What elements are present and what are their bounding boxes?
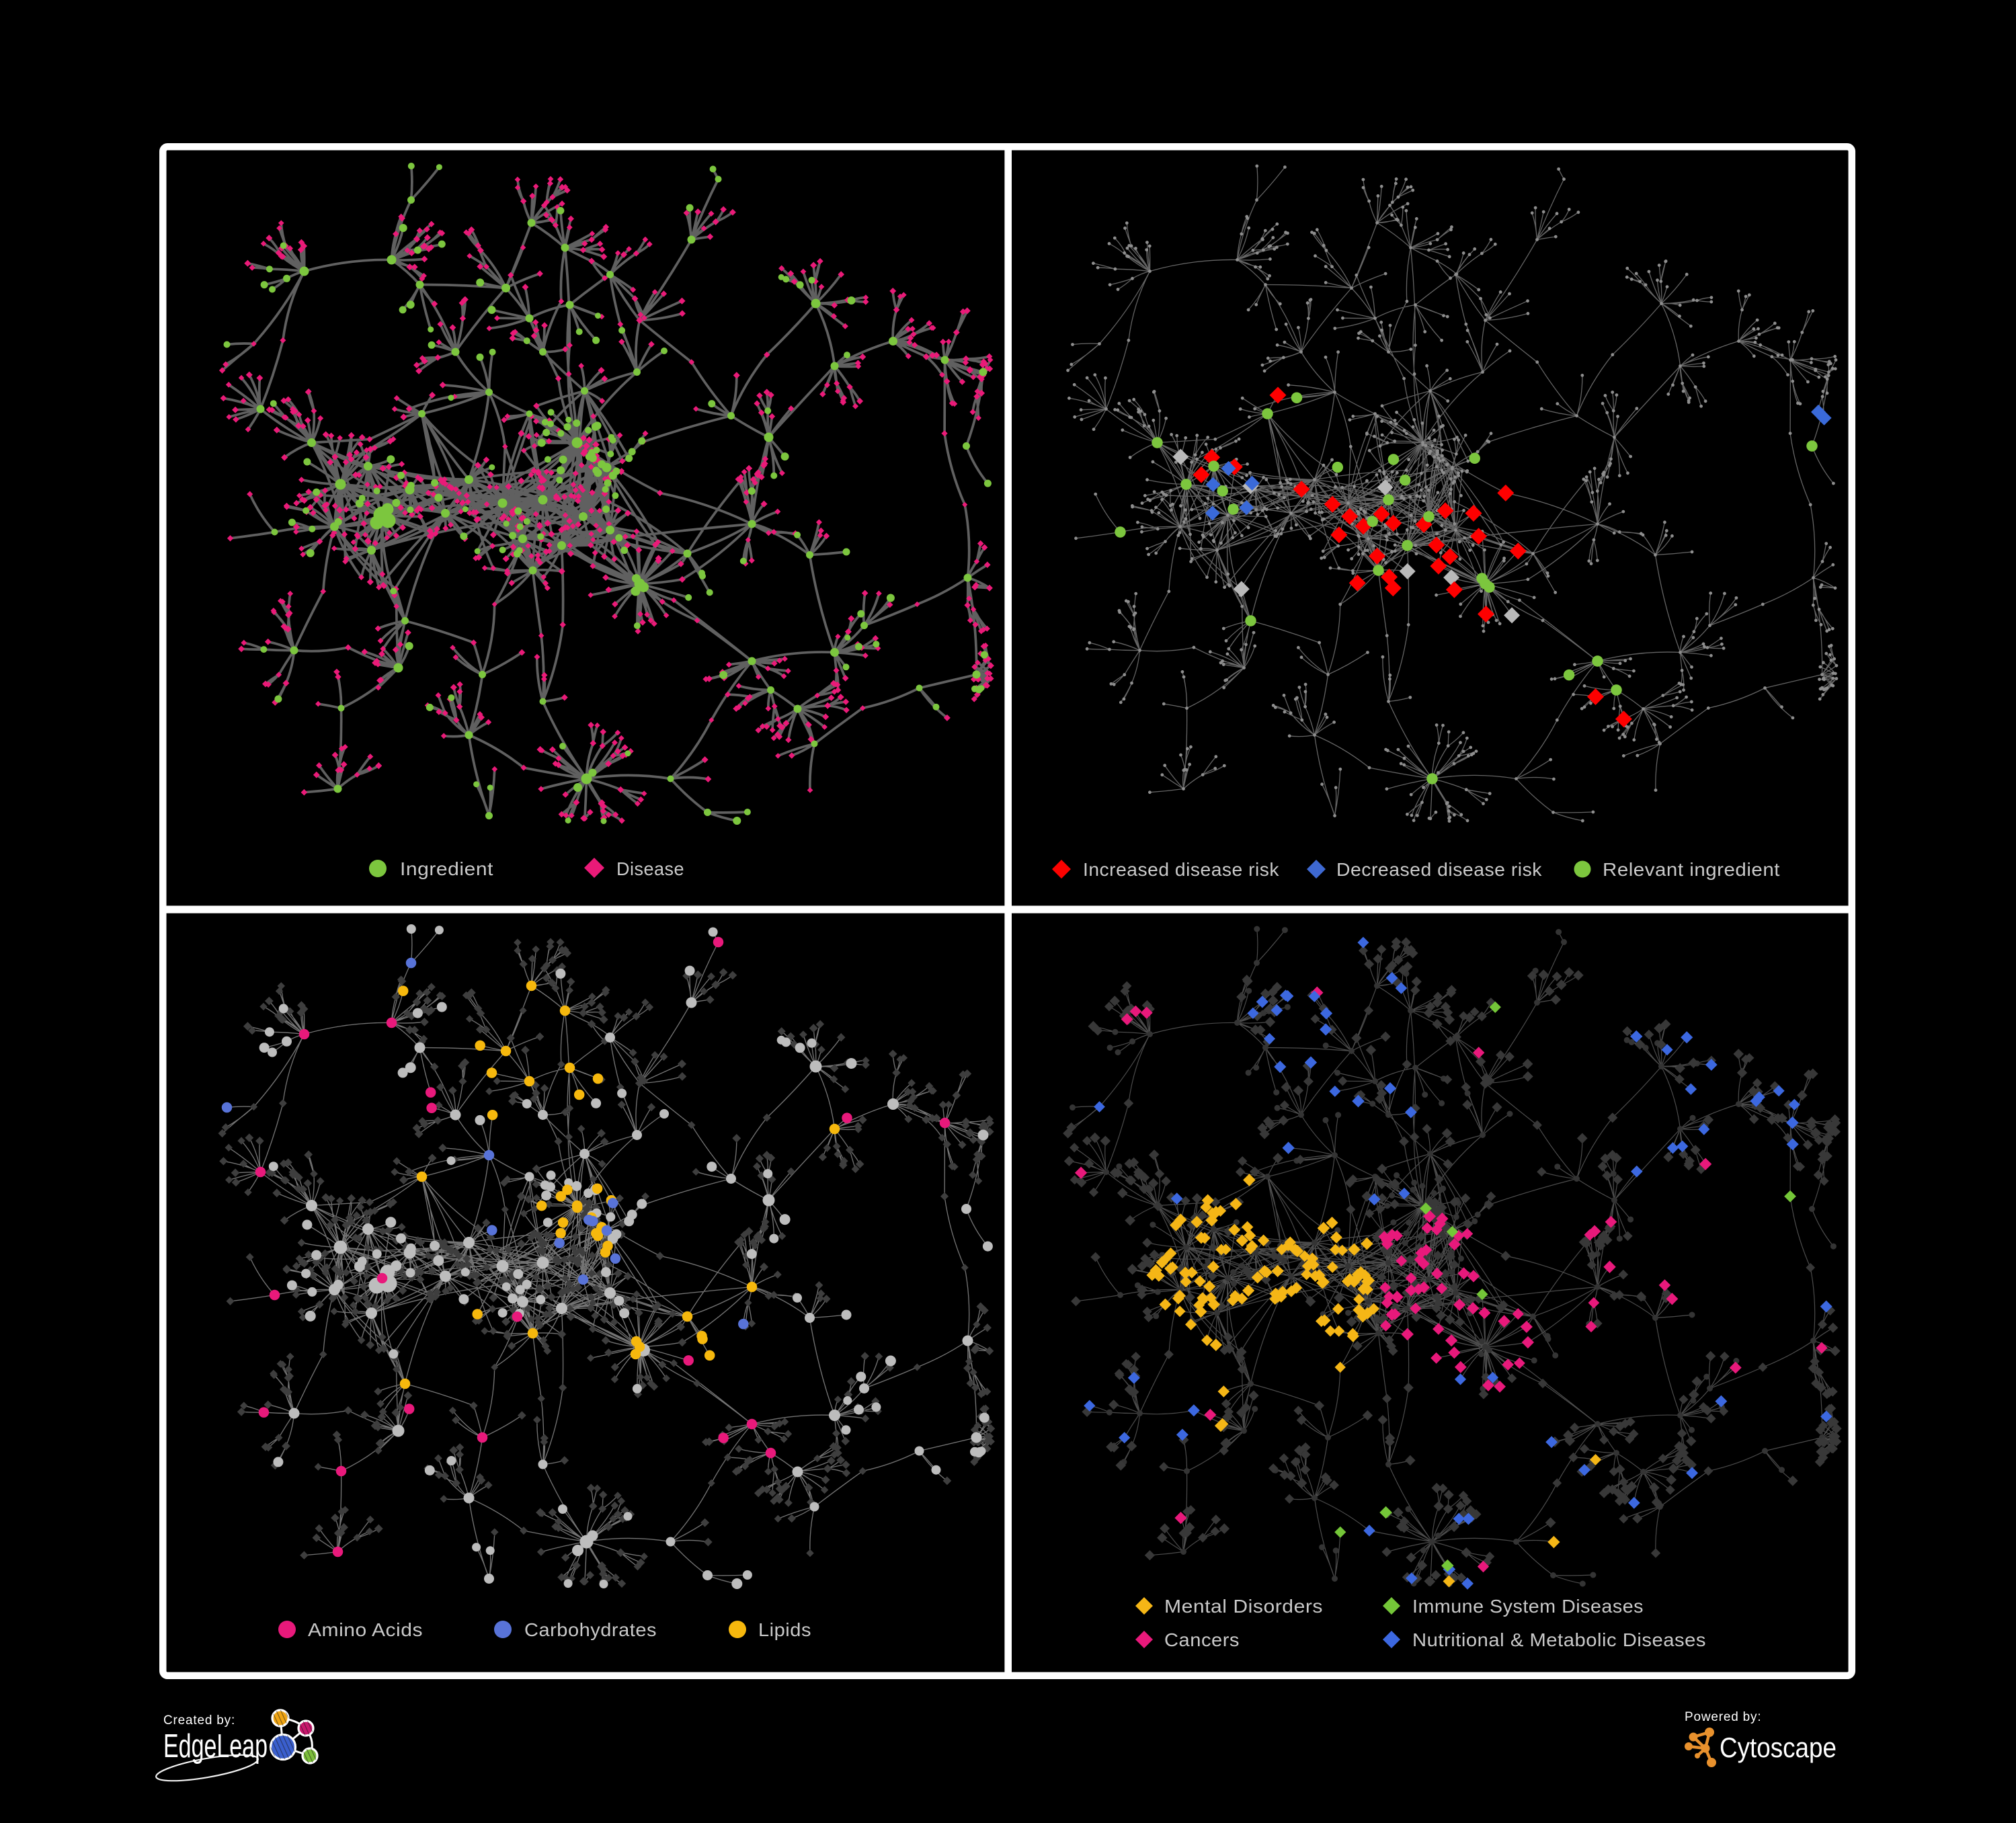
svg-text:EdgeLeap: EdgeLeap <box>163 1728 268 1765</box>
svg-text:Mental Disorders: Mental Disorders <box>1164 1596 1323 1617</box>
svg-text:Immune System Diseases: Immune System Diseases <box>1412 1596 1644 1617</box>
svg-text:Relevant ingredient: Relevant ingredient <box>1603 859 1780 880</box>
svg-text:Increased disease risk: Increased disease risk <box>1083 859 1280 880</box>
svg-text:Lipids: Lipids <box>758 1619 811 1640</box>
svg-text:Disease: Disease <box>616 858 684 879</box>
svg-text:Cancers: Cancers <box>1164 1629 1240 1650</box>
svg-text:Nutritional & Metabolic Diseas: Nutritional & Metabolic Diseases <box>1412 1629 1706 1650</box>
svg-text:Cytoscape: Cytoscape <box>1720 1732 1837 1763</box>
svg-text:Decreased disease risk: Decreased disease risk <box>1336 859 1542 880</box>
svg-text:Ingredient: Ingredient <box>400 858 493 879</box>
svg-text:Created by:: Created by: <box>163 1713 235 1728</box>
svg-text:Powered by:: Powered by: <box>1685 1710 1761 1724</box>
svg-text:Carbohydrates: Carbohydrates <box>524 1619 657 1640</box>
svg-text:Amino Acids: Amino Acids <box>308 1619 423 1640</box>
